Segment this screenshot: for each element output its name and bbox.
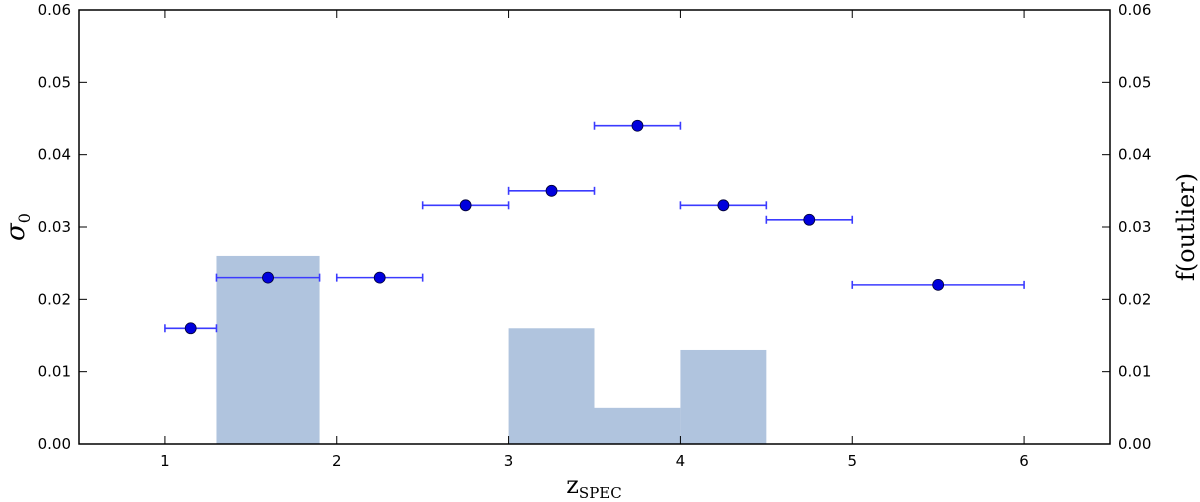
y2-tick-label: 0.00: [1118, 435, 1151, 453]
y-tick-label: 0.02: [38, 290, 71, 308]
sigma-points: [184, 119, 945, 335]
y2-tick-label: 0.01: [1118, 363, 1151, 381]
x-tick-label: 2: [332, 452, 342, 470]
y2-tick-label: 0.06: [1118, 1, 1151, 19]
y-tick-label: 0.01: [38, 363, 71, 381]
y-tick-label: 0.04: [38, 146, 71, 164]
x-tick-label: 6: [1019, 452, 1029, 470]
y2-tick-label: 0.03: [1118, 218, 1151, 236]
outlier-bars: [216, 255, 767, 444]
x-tick-label: 1: [160, 452, 170, 470]
data-point-1: [184, 322, 197, 335]
y-axis-label: σ0: [1, 213, 34, 241]
data-point-2: [262, 271, 274, 284]
outlier-bar-3: [594, 407, 681, 444]
y-tick-label: 0.00: [38, 435, 71, 453]
data-point-5: [545, 184, 558, 197]
data-point-4: [459, 199, 472, 212]
x-tick-label: 5: [847, 452, 857, 470]
data-point-6: [631, 119, 644, 132]
y2-axis-label: f(outlier): [1172, 173, 1200, 281]
y2-tick-label: 0.02: [1118, 290, 1151, 308]
y2-tick-label: 0.04: [1118, 146, 1151, 164]
data-point-9: [932, 278, 945, 291]
y2-tick-label: 0.05: [1118, 73, 1151, 91]
y2-axis-ticks: 0.00 0.01 0.02 0.03 0.04 0.05 0.06: [1102, 1, 1151, 453]
outlier-bar-4: [680, 349, 767, 444]
data-point-8: [803, 213, 816, 226]
outlier-bar-1: [216, 255, 320, 444]
outlier-bar-2: [508, 328, 595, 444]
x-axis-label: zSPEC: [566, 471, 621, 502]
x-tick-label: 3: [504, 452, 514, 470]
data-point-7: [717, 199, 730, 212]
y-tick-label: 0.05: [38, 73, 71, 91]
x-tick-label: 4: [676, 452, 686, 470]
data-point-3: [373, 271, 386, 284]
y-tick-label: 0.06: [38, 1, 71, 19]
y-axis-ticks: 0.00 0.01 0.02 0.03 0.04 0.05 0.06: [38, 1, 87, 453]
y-tick-label: 0.03: [38, 218, 71, 236]
x-axis-ticks: 1 2 3 4 5 6: [160, 10, 1029, 470]
